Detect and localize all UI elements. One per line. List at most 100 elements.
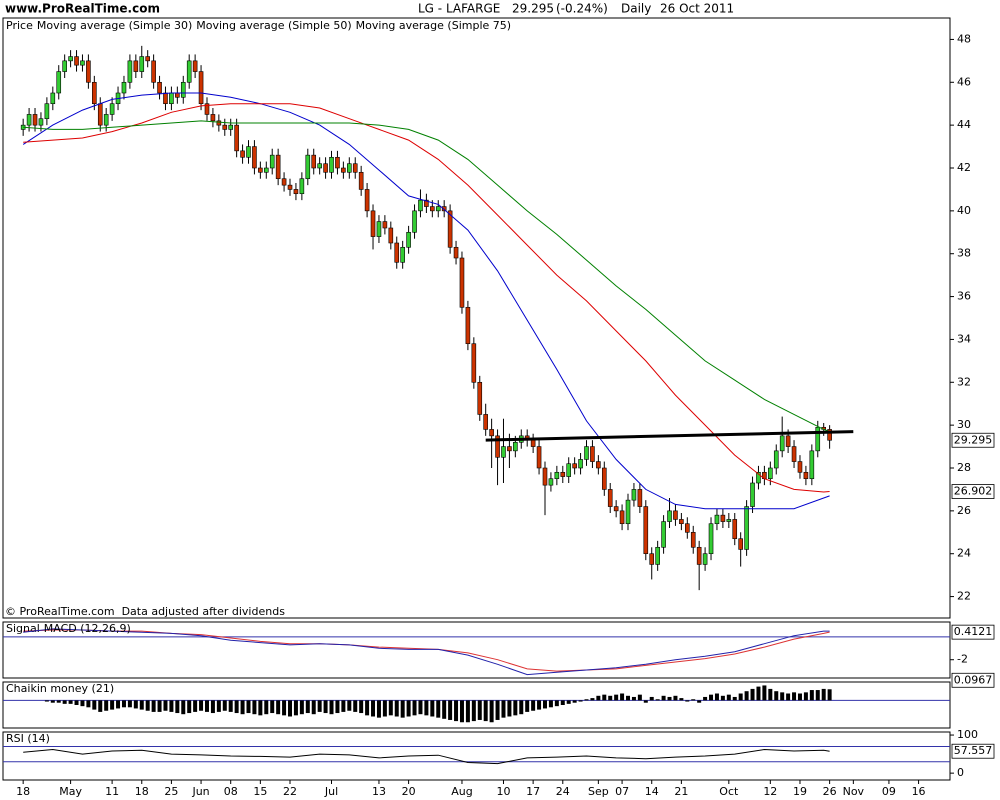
- candle-body: [109, 103, 115, 115]
- candle-body: [252, 146, 257, 169]
- indicator-bar: [774, 691, 779, 701]
- candle-body: [702, 553, 708, 565]
- indicator-bar: [163, 700, 168, 711]
- candle-body: [169, 92, 174, 105]
- x-tick-label: 22: [283, 785, 297, 798]
- candle-body: [358, 171, 364, 190]
- indicator-bar: [288, 700, 293, 717]
- candle-body: [785, 435, 791, 447]
- indicator-bar: [685, 700, 690, 702]
- indicator-bar: [590, 698, 595, 701]
- indicator-bar: [376, 700, 381, 718]
- indicator-bar: [187, 700, 192, 714]
- indicator-bar: [175, 700, 180, 714]
- candle-body: [50, 92, 56, 105]
- indicator-bar: [169, 700, 174, 712]
- candle-body: [495, 435, 500, 458]
- candle-body: [74, 56, 79, 66]
- candle-body: [341, 167, 346, 173]
- indicator-bar: [98, 700, 103, 712]
- candle-body: [578, 459, 583, 469]
- x-tick-label: 26: [823, 785, 837, 798]
- y-tick-label: 30: [957, 418, 971, 431]
- indicator-bar: [104, 700, 109, 711]
- indicator-bar: [661, 695, 666, 701]
- y-tick-label: 26: [957, 504, 971, 517]
- indicator-bar: [282, 700, 287, 716]
- indicator-bar: [792, 692, 797, 701]
- site-name: www.ProRealTime.com: [5, 2, 160, 16]
- candle-body: [240, 150, 245, 158]
- x-tick-label: 10: [496, 785, 510, 798]
- indicator-bar: [614, 694, 619, 701]
- indicator-bar: [418, 700, 423, 715]
- indicator-bar: [495, 700, 500, 720]
- indicator-bar: [501, 700, 506, 718]
- x-tick-label: 14: [645, 785, 659, 798]
- indicator-bar: [459, 700, 464, 723]
- candle-body: [607, 489, 613, 507]
- candle-body: [186, 60, 192, 83]
- candle-body: [269, 154, 275, 169]
- candle-body: [791, 446, 797, 462]
- indicator-bar: [270, 700, 275, 714]
- candle-body: [637, 489, 643, 507]
- candle-body: [412, 210, 417, 233]
- candle-body: [317, 163, 322, 169]
- candle-body: [258, 167, 263, 173]
- indicator-bar: [151, 700, 156, 712]
- indicator-bar: [44, 700, 49, 702]
- x-tick-label: 16: [912, 785, 926, 798]
- candle-body: [554, 471, 560, 480]
- candle-body: [92, 81, 97, 105]
- indicator-bar: [121, 700, 126, 708]
- indicator-bar: [127, 700, 132, 708]
- indicator-name: RSI (14): [6, 732, 50, 745]
- candle-body: [376, 221, 382, 237]
- indicator-bar: [720, 695, 725, 701]
- candle-body: [750, 482, 755, 507]
- candle-body: [299, 178, 305, 195]
- candle-body: [103, 114, 109, 126]
- indicator-bar: [68, 700, 73, 704]
- y-tick-label: 36: [957, 290, 971, 303]
- y-tick-label: 32: [957, 375, 971, 388]
- value-box-label: 57.557: [954, 744, 993, 757]
- x-tick-label: 25: [164, 785, 178, 798]
- indicator-bar: [525, 700, 530, 712]
- candle-body: [590, 446, 595, 462]
- indicator-bar: [204, 700, 209, 712]
- instrument: LG - LAFARGE: [418, 2, 500, 16]
- indicator-bar: [436, 700, 441, 718]
- x-tick-label: 17: [526, 785, 540, 798]
- indicator-name: Signal: [6, 622, 40, 635]
- candle-body: [768, 467, 773, 480]
- y-tick-label: 0: [957, 766, 964, 779]
- x-tick-label: 12: [763, 785, 777, 798]
- indicator-bar: [584, 699, 589, 701]
- candle-body: [513, 441, 518, 452]
- indicator-bar: [199, 700, 204, 711]
- indicator-bar: [299, 700, 304, 715]
- candle-body: [548, 478, 554, 486]
- indicator-bar: [246, 700, 251, 714]
- indicator-bar: [626, 695, 631, 701]
- candle-body: [441, 206, 447, 212]
- candle-body: [400, 246, 405, 263]
- y-tick-label: 42: [957, 161, 971, 174]
- candle-body: [311, 154, 317, 169]
- candle-body: [80, 60, 85, 66]
- indicator-bar: [697, 700, 702, 703]
- candle-body: [566, 463, 572, 477]
- candle-body: [127, 60, 133, 83]
- candle-body: [619, 510, 625, 525]
- candle-body: [625, 499, 631, 525]
- candle-body: [459, 257, 465, 308]
- indicator-bar: [62, 700, 67, 704]
- value-box: [951, 672, 995, 688]
- indicator-bar: [797, 693, 802, 701]
- x-tick-label: Aug: [451, 785, 472, 798]
- indicator-name: MACD (12,26,9): [44, 622, 131, 635]
- indicator-bar: [329, 700, 334, 715]
- candle-body: [305, 154, 311, 180]
